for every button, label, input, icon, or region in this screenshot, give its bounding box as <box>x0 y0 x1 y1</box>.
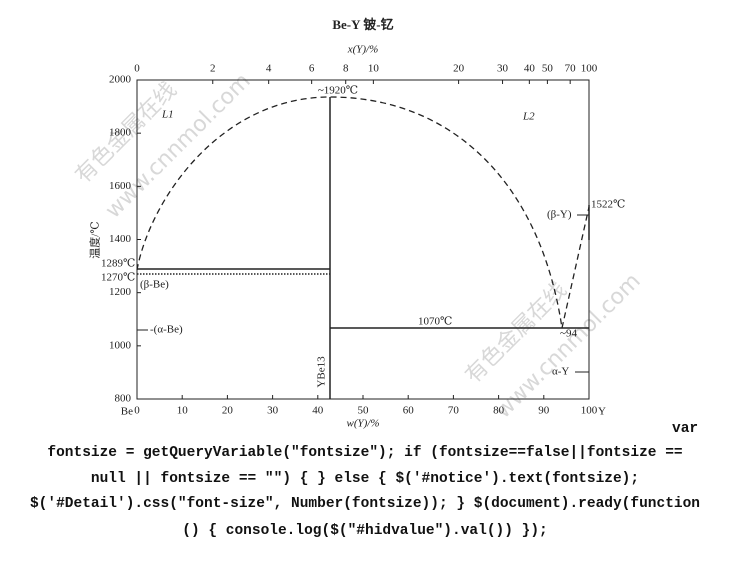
annotation: 1270℃ <box>101 272 135 284</box>
x-tick-label: 90 <box>538 405 550 417</box>
top-tick-label: 2 <box>210 63 216 75</box>
y-tick-label: 1000 <box>109 339 132 351</box>
x-tick-label: 50 <box>358 405 370 417</box>
top-tick-label: 8 <box>343 63 349 75</box>
code-line: () { console.log($("#hidvalue").val()) }… <box>182 523 547 539</box>
annotation: Y <box>598 406 606 418</box>
annotation: -(α-Be) <box>150 324 183 336</box>
annotation: (β-Y) <box>547 209 572 221</box>
x-tick-label: 40 <box>312 405 324 417</box>
bottom-axis-label: w(Y)/% <box>347 418 380 430</box>
annotation: α-Y <box>552 366 569 378</box>
annotation: YBe13 <box>316 356 328 388</box>
phase-lines <box>136 96 590 399</box>
top-tick-label: 0 <box>134 63 140 75</box>
annotation: L2 <box>522 111 535 123</box>
x-tick-label: 30 <box>267 405 279 417</box>
annotation: ~94 <box>560 328 577 340</box>
code-line: var <box>672 421 698 437</box>
y-tick-label: 1200 <box>109 286 132 298</box>
annotation: 1070℃ <box>418 316 452 328</box>
code-line: $('#Detail').css("font-size", Number(fon… <box>30 496 700 512</box>
top-tick-label: 20 <box>453 63 465 75</box>
annotation: 1289℃ <box>101 258 135 270</box>
liquidus-y <box>561 206 590 329</box>
top-tick-label: 70 <box>565 63 577 75</box>
liquidus <box>136 96 563 329</box>
annotation: Be <box>121 406 133 418</box>
y-tick-label: 1800 <box>109 127 132 139</box>
x-tick-label: 60 <box>403 405 415 417</box>
annotation: L1 <box>161 109 174 121</box>
top-tick-label: 100 <box>581 63 598 75</box>
x-tick-label: 0 <box>134 405 140 417</box>
top-tick-label: 40 <box>524 63 536 75</box>
x-tick-label: 20 <box>222 405 234 417</box>
annotation: 1522℃ <box>591 199 625 211</box>
x-tick-label: 70 <box>448 405 460 417</box>
y-tick-label: 1600 <box>109 180 132 192</box>
annotation: (β-Be) <box>140 279 169 291</box>
x-tick-label: 80 <box>493 405 505 417</box>
top-tick-label: 50 <box>542 63 554 75</box>
y-tick-label: 2000 <box>109 74 132 86</box>
code-text: var fontsize = getQueryVariable("fontsiz… <box>30 421 700 539</box>
x-tick-label: 10 <box>177 405 189 417</box>
top-axis-label: x(Y)/% <box>347 44 379 56</box>
code-line: null || fontsize == "") { } else { $('#n… <box>91 471 639 487</box>
y-tick-label: 1400 <box>109 233 132 245</box>
annotations: ~1920℃ L1 L2 1289℃ 1270℃ (β-Be) -(α-Be) … <box>101 85 625 418</box>
top-tick-label: 6 <box>309 63 315 75</box>
annotation: ~1920℃ <box>318 85 358 97</box>
left-axis-label: 温度/℃ <box>88 221 102 258</box>
title: Be-Y 铍-钇 <box>332 17 393 32</box>
code-line: fontsize = getQueryVariable("fontsize");… <box>47 445 682 461</box>
top-tick-label: 4 <box>266 63 272 75</box>
y-tick-label: 800 <box>115 393 132 405</box>
top-tick-label: 30 <box>497 63 509 75</box>
top-tick-label: 10 <box>368 63 380 75</box>
x-tick-label: 100 <box>581 405 598 417</box>
